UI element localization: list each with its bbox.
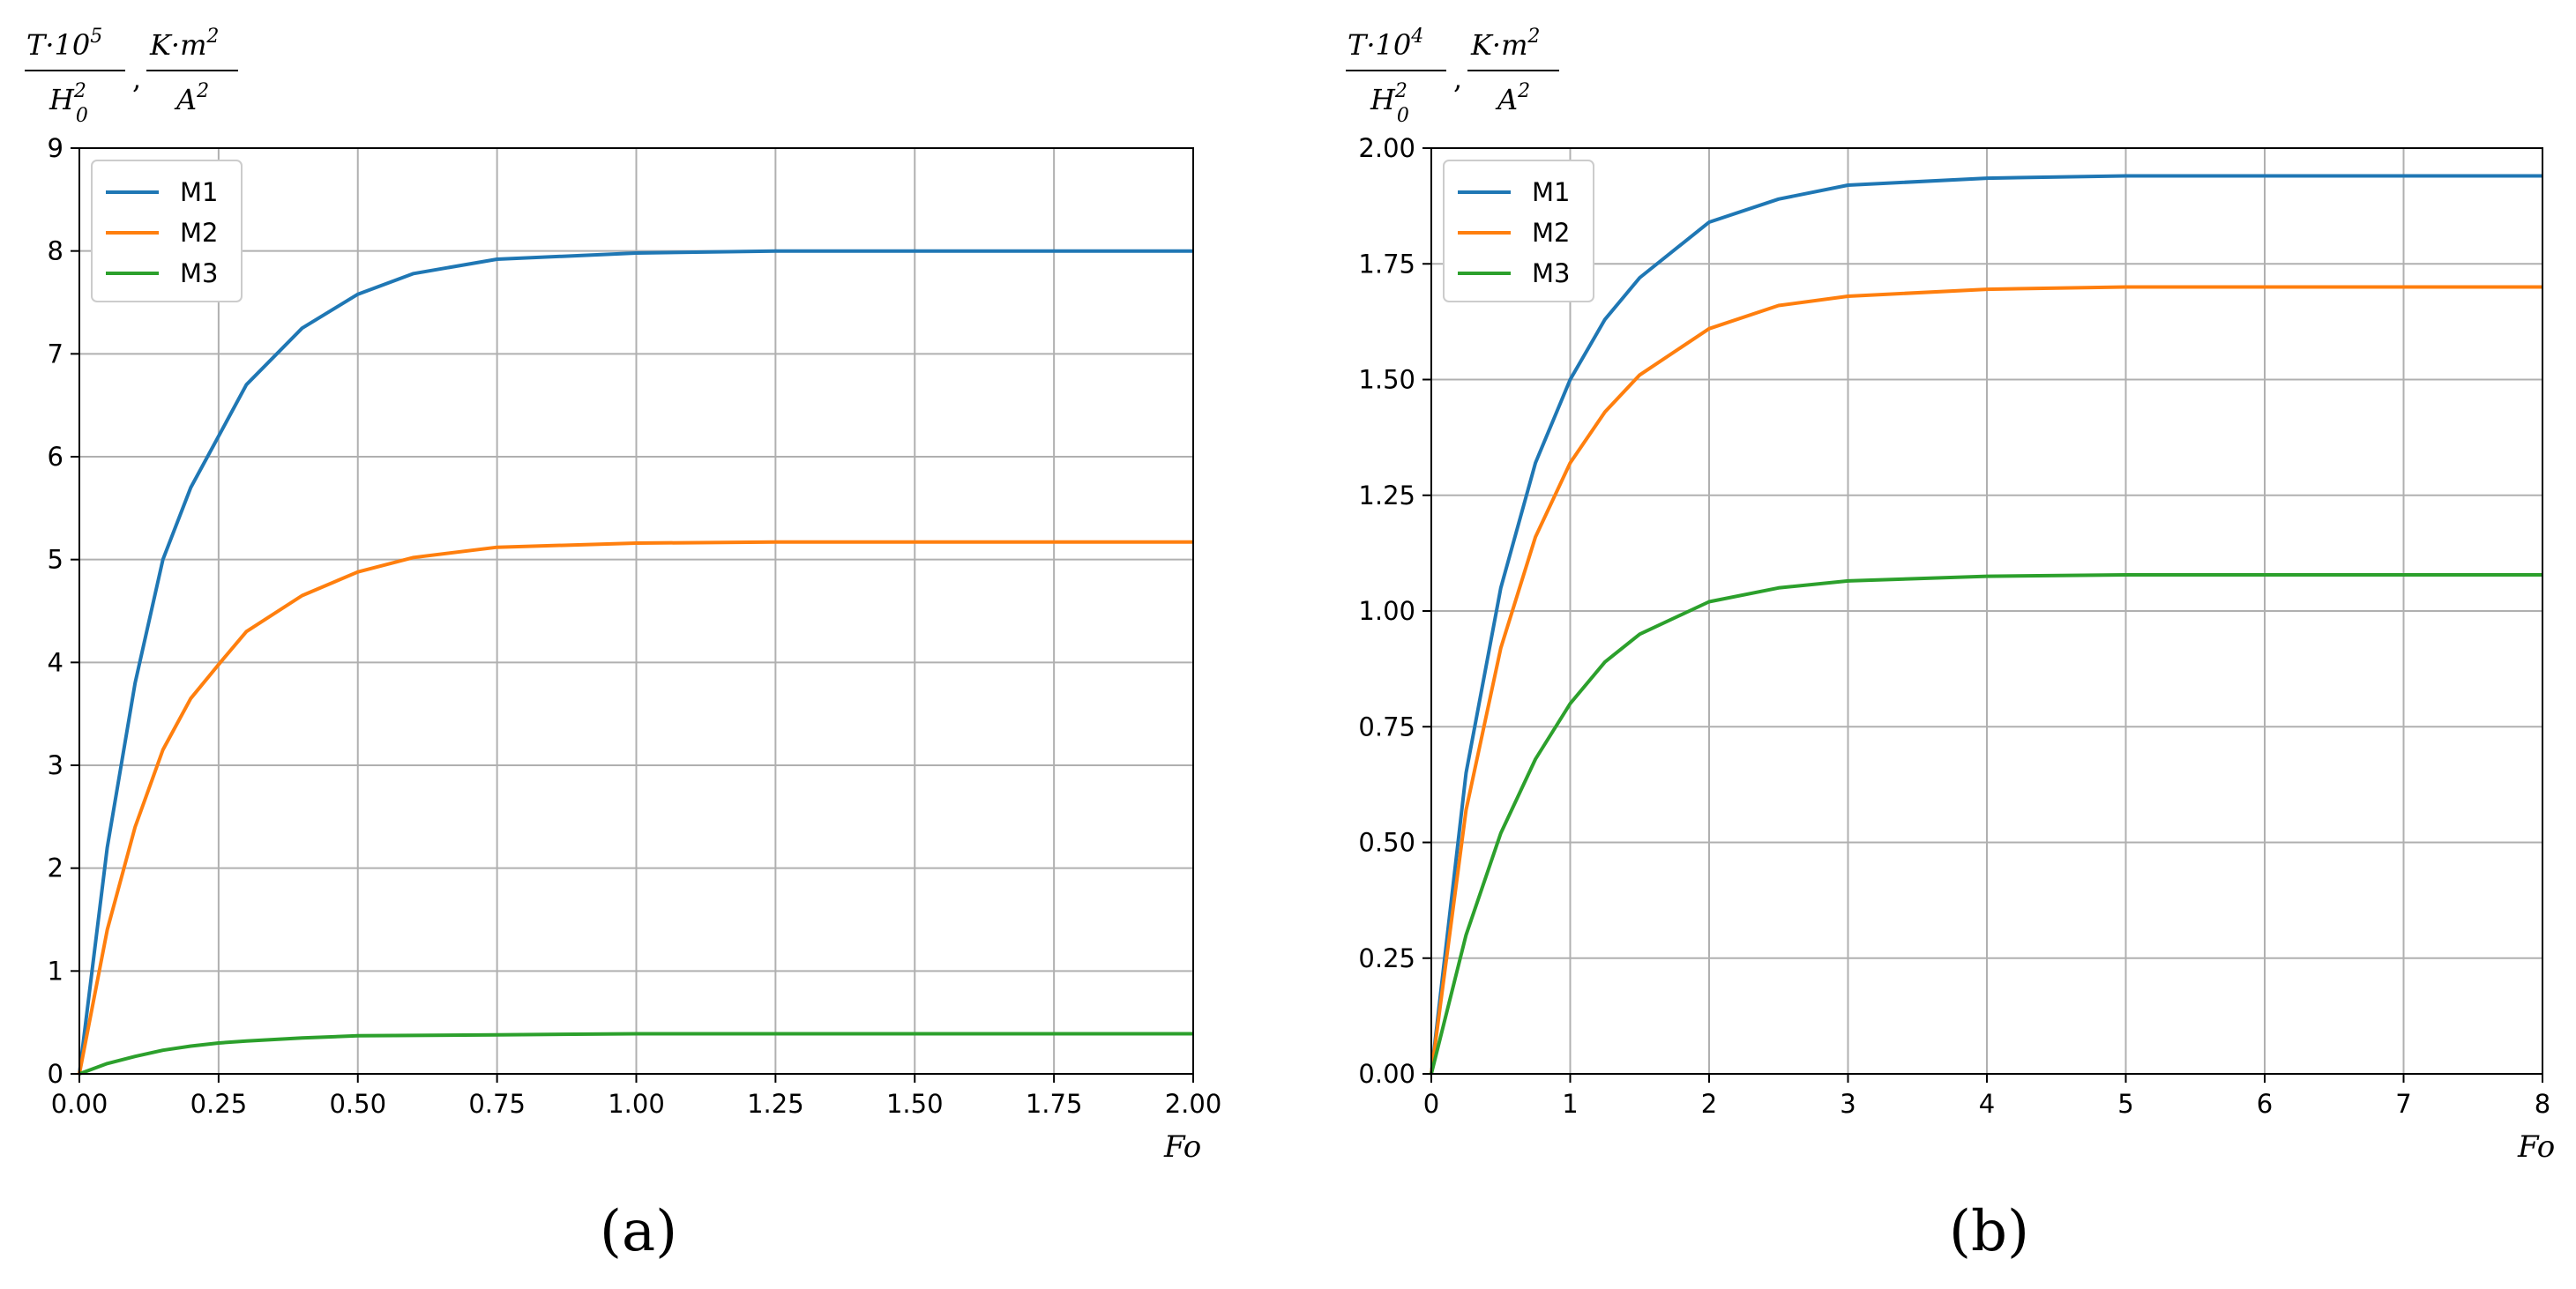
x-tick-label: 1.25 [747,1089,804,1119]
legend-label-m1: M1 [1532,177,1570,207]
y-tick-label: 6 [48,442,63,472]
ylabel-unit-num-exp: 2 [1527,26,1540,48]
ylabel-unit-den-exp: 2 [1517,80,1530,102]
y-tick-label: 1.50 [1358,365,1415,395]
x-tick-label: 0.25 [190,1089,248,1119]
ylabel-unit-denominator: A2 [174,80,209,116]
legend-box [1443,160,1594,302]
ylabel-den-sup: 2 [1394,80,1407,102]
ylabel-den: H [1370,83,1396,116]
chart-panel-b: 0 1 2 3 4 5 6 7 8 0.00 0.25 0.50 0.75 1.00 1.25 1.50 1.7… [1346,26,2555,1264]
x-tick-label: 1 [1562,1089,1578,1119]
x-tick-label: 4 [1979,1089,1995,1119]
legend: M1 M2 M3 [1443,160,1594,302]
x-tick-label: 8 [2535,1089,2550,1119]
ylabel-unit-denominator: A2 [1495,80,1530,116]
ylabel-unit-den: A [1495,83,1518,116]
ylabel-den-sup: 2 [73,80,86,102]
x-tick-label: 0.50 [329,1089,386,1119]
y-tick-label: 0.75 [1358,712,1415,741]
x-tick-label: 7 [2395,1089,2411,1119]
y-tick-label: 3 [48,750,63,780]
ylabel-den-sub: 0 [1397,105,1409,127]
ylabel-unit-numerator: K·m2 [149,26,219,62]
x-tick-label: 0 [1423,1089,1439,1119]
ylabel-den-sub: 0 [76,105,88,127]
series-line-m2 [78,540,1193,1075]
x-tick-label: 2.00 [1165,1089,1222,1119]
ylabel-unit-numerator: K·m2 [1470,26,1540,62]
ylabel-numerator: T·105 [26,26,102,62]
panel-label: (b) [1949,1199,2029,1264]
ylabel-comma: , [132,62,141,95]
legend-label-m2: M2 [180,218,218,248]
y-tick-label: 2 [48,853,63,883]
legend-label-m3: M3 [180,258,218,288]
ylabel-den: H [49,83,75,116]
series-line-m1 [1430,174,2542,1075]
ylabel-unit-num: K·m [149,28,206,62]
ylabel-denominator: H2 0 [49,80,88,127]
series-line-m3 [78,1032,1193,1076]
x-tick-label: 0.75 [468,1089,526,1119]
chart-panel-a: 0.00 0.25 0.50 0.75 1.00 1.25 1.50 1.75 2.00 0 1 2 3… [25,26,1221,1264]
x-tick-label: 5 [2117,1089,2133,1119]
y-tick-label: 2.00 [1358,133,1415,163]
legend-label-m3: M3 [1532,258,1570,288]
grid [78,147,1194,1075]
y-tick-label: 0.50 [1358,828,1415,858]
x-tick-label: 1.50 [886,1089,944,1119]
y-tick-label: 1.25 [1358,481,1415,510]
y-tick-label: 4 [48,647,63,677]
legend: M1 M2 M3 [91,160,243,302]
ylabel-numerator: T·104 [1348,26,1423,62]
y-tick-label: 5 [48,545,63,575]
y-tick-label: 1.00 [1358,596,1415,626]
y-tick-label: 7 [48,339,63,369]
series-line-m3 [1430,573,2542,1075]
panel-label: (a) [600,1199,677,1264]
x-axis-label: Fo [1163,1129,1201,1165]
x-tick-label: 1.75 [1026,1089,1083,1119]
ylabel-comma: , [1453,62,1462,95]
y-tick-label: 0 [48,1059,63,1089]
legend-label-m1: M1 [180,177,218,207]
y-tick-label: 0.25 [1358,943,1415,973]
x-tick-label: 1.00 [608,1089,665,1119]
x-tick-label: 0.00 [51,1089,108,1119]
series-line-m1 [78,249,1193,1075]
ylabel-unit-den: A [174,83,197,116]
series-line-m2 [1430,285,2542,1075]
ylabel-exponent: 4 [1410,26,1423,48]
y-tick-label: 1.75 [1358,249,1415,279]
ylabel-unit-num: K·m [1470,28,1527,62]
ylabel-base: T·10 [1348,28,1411,62]
ylabel-base: T·10 [26,28,90,62]
x-tick-label: 2 [1701,1089,1717,1119]
ylabel-exponent: 5 [90,26,102,48]
y-tick-label: 0.00 [1358,1059,1415,1089]
x-axis-label: Fo [2517,1129,2555,1165]
legend-box [91,160,243,302]
x-tick-label: 6 [2257,1089,2273,1119]
ylabel-unit-den-exp: 2 [196,80,209,102]
ylabel-denominator: H2 0 [1370,80,1409,127]
legend-label-m2: M2 [1532,218,1570,248]
y-tick-label: 8 [48,236,63,266]
x-tick-label: 3 [1840,1089,1855,1119]
y-tick-label: 9 [48,133,63,163]
ylabel-unit-num-exp: 2 [205,26,219,48]
y-tick-label: 1 [48,956,63,986]
